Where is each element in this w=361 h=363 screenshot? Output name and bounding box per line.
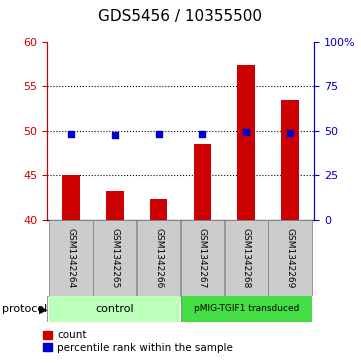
Bar — [181, 296, 312, 322]
Bar — [225, 220, 268, 296]
Point — [156, 131, 161, 137]
Point — [287, 130, 293, 136]
Bar — [268, 220, 312, 296]
Text: GSM1342266: GSM1342266 — [154, 228, 163, 288]
Legend: count, percentile rank within the sample: count, percentile rank within the sample — [41, 328, 235, 355]
Text: GSM1342265: GSM1342265 — [110, 228, 119, 288]
Bar — [193, 144, 211, 220]
Text: ▶: ▶ — [39, 304, 48, 314]
Text: protocol: protocol — [2, 304, 47, 314]
Bar — [93, 220, 136, 296]
Text: GSM1342267: GSM1342267 — [198, 228, 207, 288]
Bar — [62, 175, 80, 220]
Text: control: control — [96, 304, 134, 314]
Bar — [49, 296, 180, 322]
Bar — [137, 220, 180, 296]
Text: GSM1342264: GSM1342264 — [66, 228, 75, 288]
Bar — [150, 199, 168, 220]
Bar — [281, 101, 299, 220]
Bar — [238, 65, 255, 220]
Text: pMIG-TGIF1 transduced: pMIG-TGIF1 transduced — [193, 305, 299, 313]
Text: GSM1342269: GSM1342269 — [286, 228, 295, 288]
Bar — [49, 220, 93, 296]
Point — [112, 132, 118, 138]
Point — [243, 129, 249, 135]
Text: GSM1342268: GSM1342268 — [242, 228, 251, 288]
Text: GDS5456 / 10355500: GDS5456 / 10355500 — [99, 9, 262, 24]
Point — [68, 131, 74, 137]
Bar — [106, 191, 123, 220]
Bar — [181, 220, 224, 296]
Point — [200, 131, 205, 137]
